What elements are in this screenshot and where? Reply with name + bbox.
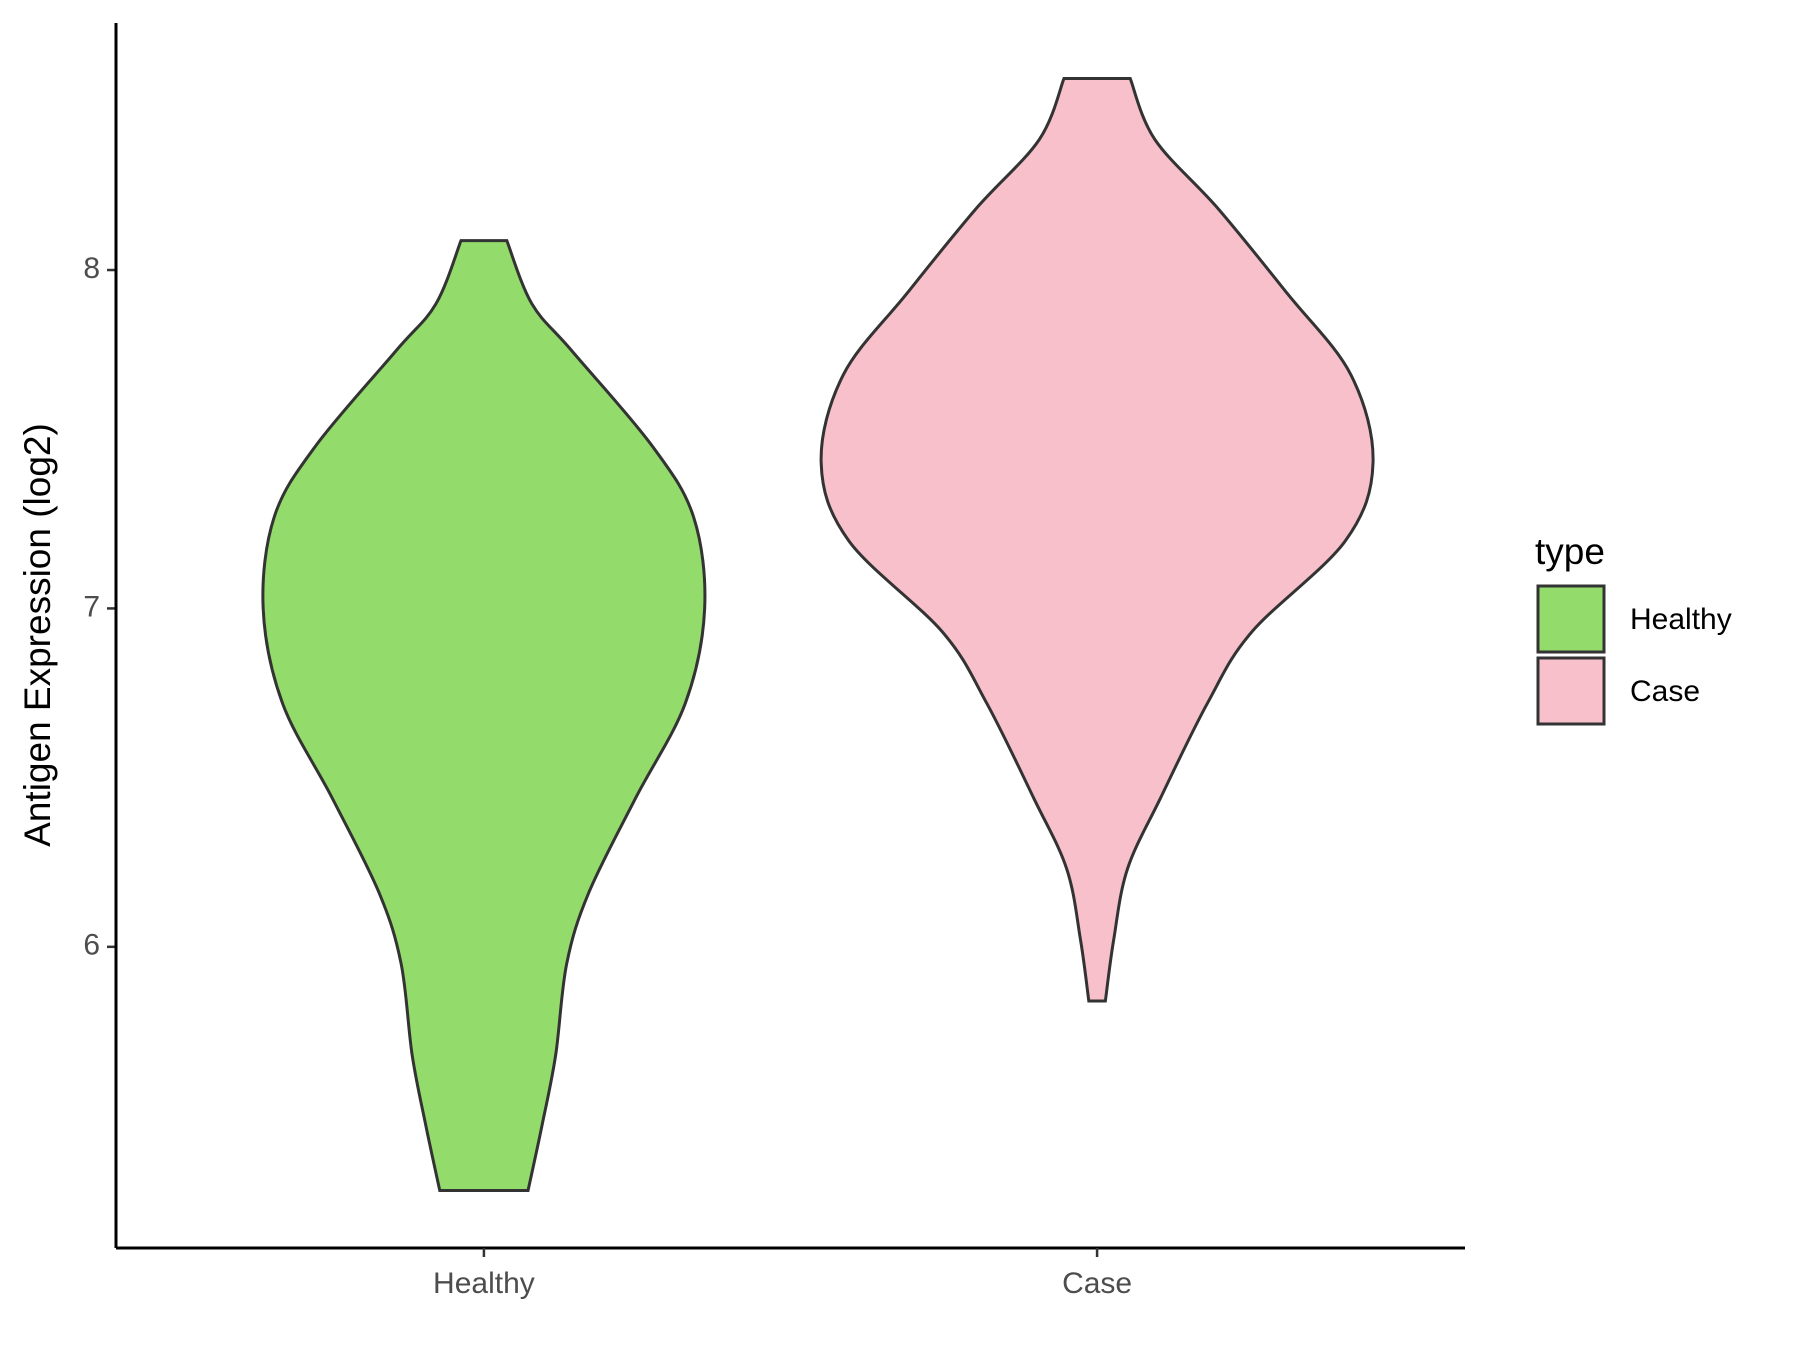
legend-title: type bbox=[1535, 531, 1605, 572]
y-tick-label: 7 bbox=[83, 590, 100, 623]
x-tick-label: Healthy bbox=[433, 1267, 535, 1300]
y-tick-label: 6 bbox=[83, 929, 100, 962]
legend-label: Case bbox=[1630, 675, 1700, 708]
y-tick-label: 8 bbox=[83, 252, 100, 285]
x-tick-label: Case bbox=[1062, 1267, 1132, 1300]
legend-swatch bbox=[1536, 656, 1606, 726]
violin bbox=[261, 239, 707, 1192]
legend-swatch bbox=[1536, 584, 1606, 654]
legend-label: Healthy bbox=[1630, 603, 1732, 636]
y-axis-title: Antigen Expression (log2) bbox=[17, 423, 58, 847]
violin bbox=[819, 76, 1375, 1003]
